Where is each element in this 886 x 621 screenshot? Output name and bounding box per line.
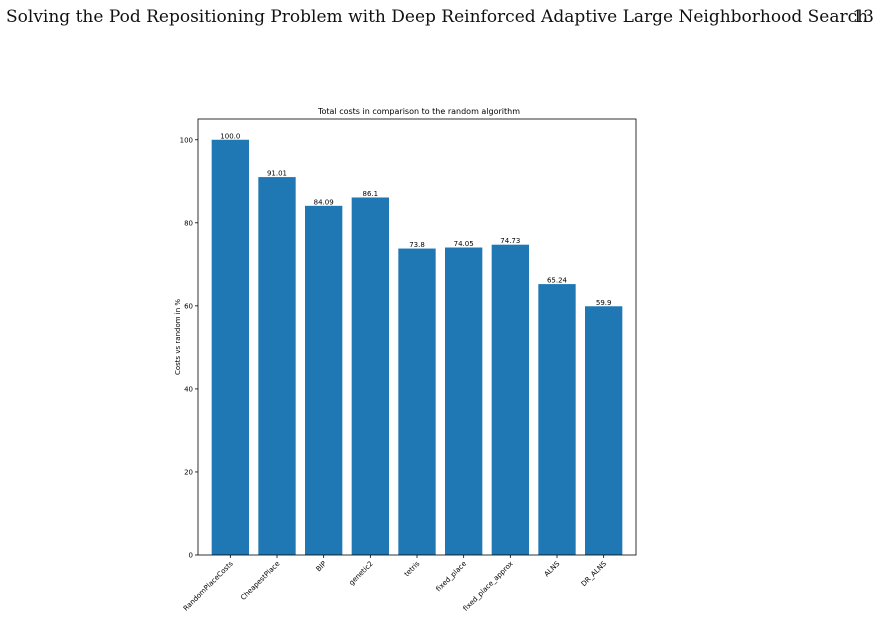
- bar: [398, 248, 436, 555]
- data-label: 91.01: [267, 170, 287, 178]
- bar: [538, 284, 576, 555]
- bar: [445, 247, 483, 556]
- y-tick-label: 100: [180, 136, 193, 144]
- data-label: 100.0: [220, 132, 240, 140]
- x-tick-label: fixed_place_approx: [462, 560, 515, 613]
- x-tick-label: CheapestPlace: [239, 560, 281, 602]
- plot-frame: [197, 118, 637, 556]
- x-tick-label: RandomPlaceCosts: [182, 560, 235, 613]
- x-tick-label: fixed_place: [435, 560, 469, 594]
- data-label: 74.05: [454, 240, 474, 248]
- data-label: 65.24: [547, 277, 568, 285]
- data-label: 74.73: [500, 237, 520, 245]
- bar: [351, 197, 389, 556]
- page-number: 13: [852, 7, 874, 27]
- x-tick-label: BIP: [315, 560, 329, 574]
- y-tick-label: 40: [184, 385, 193, 393]
- x-tick-label: tetris: [403, 560, 422, 579]
- y-axis-label: Costs vs random in %: [174, 299, 182, 375]
- running-title: Solving the Pod Repositioning Problem wi…: [6, 7, 869, 27]
- bar: [585, 306, 623, 555]
- bar: [258, 177, 296, 556]
- y-tick-label: 0: [189, 552, 193, 560]
- data-label: 73.8: [409, 241, 425, 249]
- x-tick-label: DR_ALNS: [580, 559, 609, 588]
- data-label: 86.1: [363, 190, 379, 198]
- bar: [305, 205, 343, 555]
- bar: [211, 139, 249, 555]
- y-tick-label: 80: [184, 219, 193, 227]
- x-tick-label: genetic2: [348, 560, 375, 587]
- plot-area: 100.0 RandomPlaceCosts 91.01 CheapestPlace 8…: [180, 118, 637, 613]
- data-label: 84.09: [314, 198, 334, 206]
- y-tick-label: 60: [184, 302, 193, 310]
- running-head: Solving the Pod Repositioning Problem wi…: [0, 0, 886, 40]
- x-tick-label: ALNS: [543, 559, 562, 578]
- y-tick-label: 20: [184, 468, 193, 476]
- bar: [491, 244, 529, 555]
- data-label: 59.9: [596, 299, 612, 307]
- chart-title: Total costs in comparison to the random …: [317, 107, 520, 116]
